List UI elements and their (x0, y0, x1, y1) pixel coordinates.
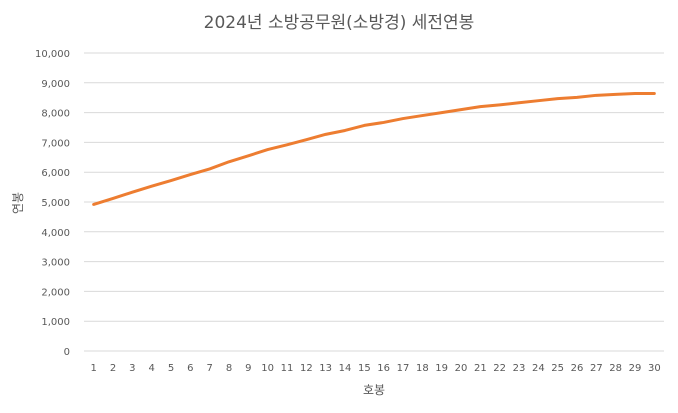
x-tick-label: 19 (435, 363, 448, 374)
x-tick-label: 10 (261, 363, 274, 374)
y-axis-tick-labels: 0 1,000 2,000 3,000 4,000 5,000 6,000 7,000 8,00… (35, 49, 70, 358)
x-tick-label: 3 (129, 363, 135, 374)
x-tick-label: 2 (110, 363, 116, 374)
x-tick-label: 9 (245, 363, 251, 374)
y-tick-label: 9,000 (41, 79, 70, 90)
x-tick-label: 29 (629, 363, 642, 374)
chart-title: 2024년 소방공무원(소방경) 세전연봉 (204, 13, 475, 33)
x-tick-label: 1 (90, 363, 96, 374)
y-tick-label: 6,000 (41, 168, 70, 179)
x-axis-label: 호봉 (363, 383, 385, 397)
x-tick-label: 23 (513, 363, 526, 374)
x-tick-label: 8 (226, 363, 232, 374)
x-tick-label: 22 (493, 363, 506, 374)
series-line (92, 92, 656, 206)
x-tick-label: 30 (648, 363, 661, 374)
x-tick-label: 27 (590, 363, 603, 374)
x-tick-label: 6 (187, 363, 193, 374)
y-tick-label: 3,000 (41, 258, 70, 269)
x-tick-label: 13 (319, 363, 332, 374)
x-tick-label: 11 (281, 363, 294, 374)
y-tick-label: 10,000 (35, 49, 70, 60)
y-tick-label: 8,000 (41, 109, 70, 120)
y-tick-label: 0 (64, 347, 70, 358)
x-tick-label: 14 (339, 363, 352, 374)
y-axis-label: 연봉 (11, 192, 25, 214)
x-tick-label: 24 (532, 363, 545, 374)
x-tick-label: 4 (148, 363, 154, 374)
x-tick-label: 28 (609, 363, 622, 374)
series-layer (92, 92, 656, 206)
x-tick-label: 21 (474, 363, 487, 374)
x-tick-label: 17 (397, 363, 410, 374)
x-axis-tick-labels: 1 2 3 4 5 6 7 8 9 10 11 12 13 14 15 16 17 18 19 20 21 22 23 24 2… (90, 363, 660, 374)
x-tick-label: 15 (358, 363, 371, 374)
x-tick-label: 12 (300, 363, 313, 374)
x-tick-label: 26 (571, 363, 584, 374)
y-tick-label: 4,000 (41, 228, 70, 239)
x-tick-label: 18 (416, 363, 429, 374)
x-tick-label: 16 (377, 363, 390, 374)
x-tick-label: 5 (168, 363, 174, 374)
y-tick-label: 1,000 (41, 317, 70, 328)
x-tick-label: 25 (551, 363, 564, 374)
gridlines (84, 52, 664, 352)
y-tick-label: 7,000 (41, 138, 70, 149)
y-tick-label: 2,000 (41, 287, 70, 298)
x-tick-label: 20 (455, 363, 468, 374)
y-tick-label: 5,000 (41, 198, 70, 209)
x-tick-label: 7 (206, 363, 212, 374)
